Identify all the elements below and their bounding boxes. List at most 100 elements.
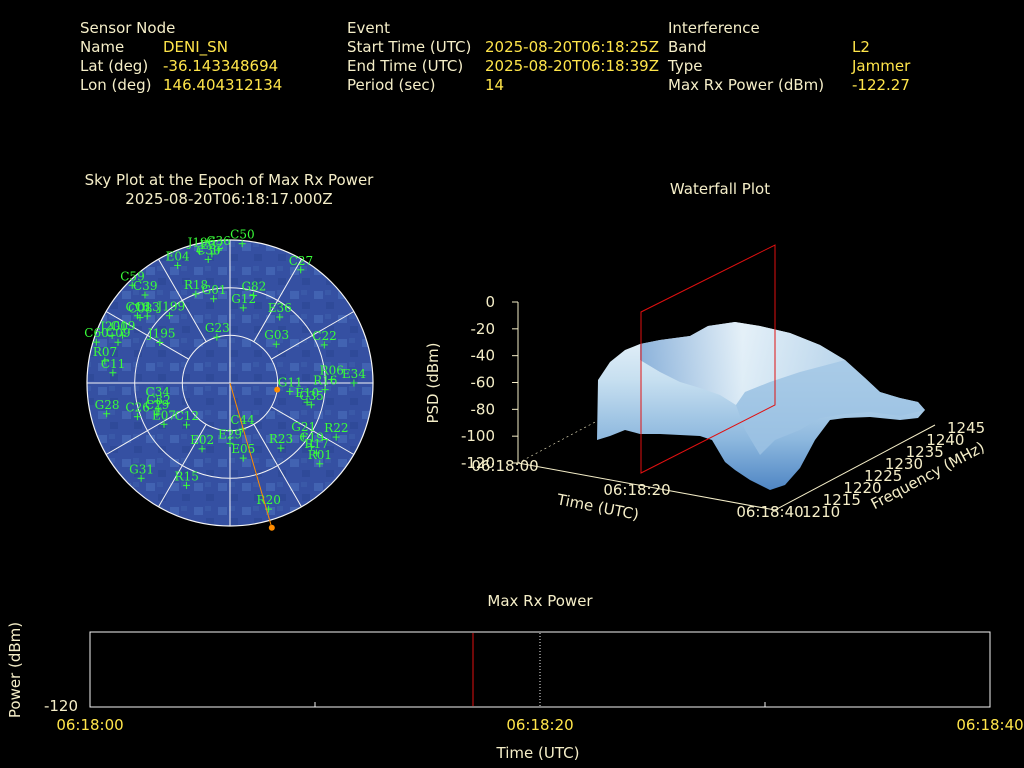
satellite-marker: E07 (152, 408, 176, 428)
waterfall-z-tick-label: -20 (471, 320, 496, 338)
satellite-marker: C50 (230, 228, 255, 248)
satellite-marker: C19 (299, 431, 324, 451)
satellite-label: C13 (135, 300, 159, 314)
satellite-marker: C08 (128, 302, 152, 322)
waterfall-x-tick-label: 06:18:20 (603, 481, 670, 499)
satellite-label: E34 (342, 367, 366, 381)
sensor-lon-label: Lon (deg) (80, 76, 152, 94)
skyplot-spoke (158, 258, 207, 342)
satellite-label: R16 (313, 374, 337, 388)
satellite-label: C44 (230, 413, 255, 427)
skyplot-title: Sky Plot at the Epoch of Max Rx Power (84, 171, 374, 189)
waterfall-y-tick-label: 1240 (926, 431, 964, 449)
satellite-label: E05 (231, 442, 255, 456)
maxrx-x-label: Time (UTC) (496, 744, 580, 762)
satellite-marker: J199 (155, 300, 185, 320)
skyplot-spoke (105, 311, 189, 360)
maxrx-plot: 06:18:00 06:18:20 06:18:40 -120 Power (dBm… (6, 622, 1024, 762)
satellite-label: C09 (106, 326, 130, 340)
waterfall-z-tick-label: -60 (471, 374, 496, 392)
satellite-marker: G03 (264, 328, 289, 348)
satellite-marker: C44 (230, 413, 255, 433)
interference-title: Interference (668, 19, 760, 37)
maxrx-x-tick-label: 06:18:00 (56, 716, 123, 734)
satellite-marker: C34 (146, 385, 171, 405)
satellite-label: G21 (291, 420, 316, 434)
satellite-label: J200 (98, 319, 128, 333)
skyplot-spoke (158, 424, 207, 508)
satellite-marker: C39 (133, 279, 157, 299)
satellite-label: C22 (312, 329, 336, 343)
waterfall-time-axis (517, 462, 776, 511)
satellite-marker: J195 (146, 326, 176, 346)
satellite-marker: R17 (304, 437, 329, 457)
maxrx-y-label: Power (dBm) (6, 622, 24, 718)
satellite-marker: E04 (166, 249, 190, 269)
satellite-marker: G11 (278, 375, 303, 395)
skyplot-subtitle: 2025-08-20T06:18:17.000Z (125, 190, 333, 208)
waterfall-y-tick-label: 1230 (885, 455, 923, 473)
waterfall-plot: 0 -20 -40 -60 -80 -100 -120 06:18:00 06:18:20 06… (424, 244, 988, 524)
waterfall-z-tick-label: -100 (461, 427, 495, 445)
satellite-marker: C11 (101, 357, 125, 377)
event-period-label: Period (sec) (347, 76, 436, 94)
satellite-marker: R18 (184, 278, 208, 298)
event-start-value: 2025-08-20T06:18:25Z (485, 38, 659, 56)
waterfall-z-label: PSD (dBm) (424, 342, 442, 423)
satellite-marker: C27 (289, 254, 313, 274)
satellite-label: E10 (295, 386, 319, 400)
satellite-marker: E10 (295, 386, 319, 406)
satellite-marker: C30 (196, 243, 221, 263)
maxrx-title: Max Rx Power (487, 592, 593, 610)
waterfall-freq-axis (774, 424, 936, 511)
waterfall-x-tick-label: 06:18:40 (736, 503, 803, 521)
satellite-label: C35 (299, 389, 323, 403)
satellite-label: C59 (120, 269, 144, 283)
satellite-label: R20 (257, 493, 281, 507)
sensor-lon-value: 146.404312134 (163, 76, 283, 94)
satellite-label: R22 (324, 421, 348, 435)
satellite-label: C36 (206, 234, 230, 248)
satellite-marker: E05 (231, 442, 255, 462)
satellite-label: C12 (175, 409, 199, 423)
satellite-label: C29 (145, 398, 169, 412)
interference-power-label: Max Rx Power (dBm) (668, 76, 825, 94)
satellite-label: E02 (190, 433, 214, 447)
satellite-marker: C59 (120, 269, 145, 289)
waterfall-title: Waterfall Plot (669, 180, 771, 198)
satellite-label: R23 (269, 432, 293, 446)
satellite-marker: C32 (146, 393, 171, 413)
maxrx-x-tick-label: 06:18:40 (956, 716, 1023, 734)
interference-type-label: Type (668, 57, 703, 75)
waterfall-z-tick-label: -40 (471, 347, 496, 365)
satellite-marker: G82 (241, 280, 266, 300)
satellite-label: C30 (196, 243, 220, 257)
satellite-marker: C29 (145, 398, 169, 418)
event-end-value: 2025-08-20T06:18:39Z (485, 57, 659, 75)
skyplot-spoke (253, 258, 302, 342)
satellite-marker: R16 (313, 374, 337, 394)
satellite-label: G11 (278, 375, 303, 389)
waterfall-y-tick-label: 1215 (823, 491, 861, 509)
satellite-marker: G23 (205, 321, 230, 341)
satellite-label: R17 (304, 437, 328, 451)
satellite-marker: E36 (268, 301, 292, 321)
sensor-name-label: Name (80, 38, 125, 56)
satellite-label: C34 (146, 385, 171, 399)
satellite-label: E04 (166, 249, 190, 263)
satellite-label: C27 (289, 254, 313, 268)
satellite-marker: R23 (269, 432, 293, 452)
satellite-marker: C22 (312, 329, 337, 349)
waterfall-y-tick-label: 1210 (802, 503, 840, 521)
satellite-marker: R06 (320, 363, 344, 383)
satellite-label: G31 (129, 462, 154, 476)
maxrx-y-tick: -120 (44, 697, 78, 715)
satellite-marker: G19 (111, 319, 135, 339)
skyplot-spoke (105, 406, 189, 455)
satellite-marker: G28 (95, 398, 120, 418)
satellite-marker: G21 (291, 420, 316, 440)
maxrx-x-tick-label: 06:18:20 (506, 716, 573, 734)
